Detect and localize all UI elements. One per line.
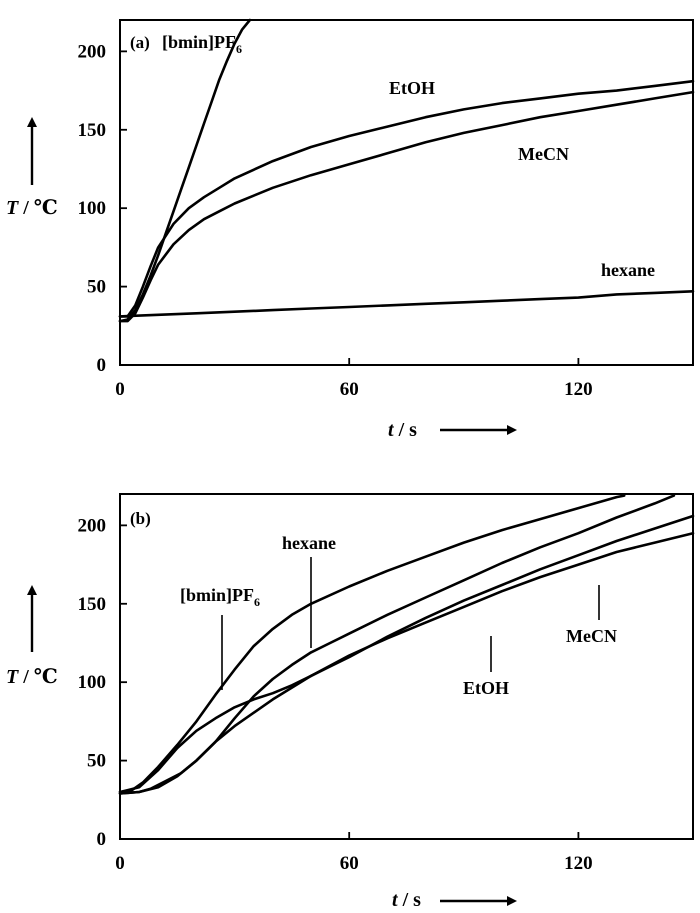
y-tick-label: 50 xyxy=(87,751,106,772)
plot-frame xyxy=(119,493,694,840)
x-tick-label: 60 xyxy=(340,853,359,874)
label-bmin-pf6-main: [bmin]PF xyxy=(162,32,236,52)
x-tick-label: 0 xyxy=(115,379,125,400)
label-hexane: hexane xyxy=(282,533,336,553)
x-axis-unit: / s xyxy=(398,889,422,911)
label-bmin-pf6-sub: 6 xyxy=(236,42,242,56)
svg-text:t / s: t / s xyxy=(388,419,417,441)
svg-text:T / ℃: T / ℃ xyxy=(6,197,58,219)
label-bmin-pf6: [bmin]PF6 xyxy=(162,32,242,56)
y-axis-variable: T xyxy=(6,666,19,688)
y-axis-unit: / ℃ xyxy=(18,666,58,688)
curve-labels: [bmin]PF6 EtOH MeCN hexane xyxy=(162,32,655,280)
series-line-bmin-pf6 xyxy=(118,18,252,323)
series-line-etoh xyxy=(118,79,695,318)
curves xyxy=(118,18,695,323)
label-mecn: MeCN xyxy=(566,626,617,646)
panel-label: (b) xyxy=(130,509,151,528)
panel-a: 0 50 100 150 200 0 60 120 (a) T / ℃ t / s [bmin… xyxy=(6,18,695,441)
series-line-hexane xyxy=(118,290,695,318)
y-tick-label: 0 xyxy=(97,829,107,850)
label-etoh: EtOH xyxy=(463,678,509,698)
label-bmin-pf6: [bmin]PF6 xyxy=(180,585,260,609)
y-tick-label: 50 xyxy=(87,277,106,298)
x-tick-label: 0 xyxy=(115,853,125,874)
x-axis-variable: t xyxy=(392,889,399,911)
x-axis-unit: / s xyxy=(394,419,418,441)
plot-frame xyxy=(119,19,694,366)
curves xyxy=(118,494,695,795)
label-bmin-pf6-sub: 6 xyxy=(254,595,260,609)
label-etoh: EtOH xyxy=(389,78,435,98)
x-tick-label: 120 xyxy=(564,853,593,874)
y-tick-label: 150 xyxy=(78,594,107,615)
y-axis-variable: T xyxy=(6,197,19,219)
svg-text:t / s: t / s xyxy=(392,889,421,911)
x-axis-title: t / s xyxy=(388,419,517,441)
label-hexane: hexane xyxy=(601,260,655,280)
axis-ticks: 0 50 100 150 200 0 60 120 xyxy=(78,515,593,874)
series-line-mecn xyxy=(118,90,695,323)
y-axis-unit: / ℃ xyxy=(18,197,58,219)
axis-ticks: 0 50 100 150 200 0 60 120 xyxy=(78,41,593,400)
y-tick-label: 200 xyxy=(78,41,107,62)
y-tick-label: 0 xyxy=(97,355,107,376)
svg-text:T / ℃: T / ℃ xyxy=(6,666,58,688)
y-tick-label: 200 xyxy=(78,515,107,536)
panel-label: (a) xyxy=(130,33,150,52)
series-line-mecn xyxy=(118,531,695,795)
y-tick-label: 100 xyxy=(78,198,107,219)
label-bmin-pf6-main: [bmin]PF xyxy=(180,585,254,605)
x-tick-label: 60 xyxy=(340,379,359,400)
y-axis-title: T / ℃ xyxy=(6,117,58,219)
y-axis-title: T / ℃ xyxy=(6,585,58,688)
curve-labels: [bmin]PF6 hexane EtOH MeCN xyxy=(180,533,617,698)
y-tick-label: 100 xyxy=(78,672,107,693)
y-tick-label: 150 xyxy=(78,120,107,141)
label-mecn: MeCN xyxy=(518,144,569,164)
panel-b: 0 50 100 150 200 0 60 120 (b) T / ℃ t / s [bmin… xyxy=(6,493,695,911)
series-line-bmin-pf6 xyxy=(118,494,626,794)
x-axis-title: t / s xyxy=(392,889,517,911)
x-axis-variable: t xyxy=(388,419,395,441)
x-tick-label: 120 xyxy=(564,379,593,400)
